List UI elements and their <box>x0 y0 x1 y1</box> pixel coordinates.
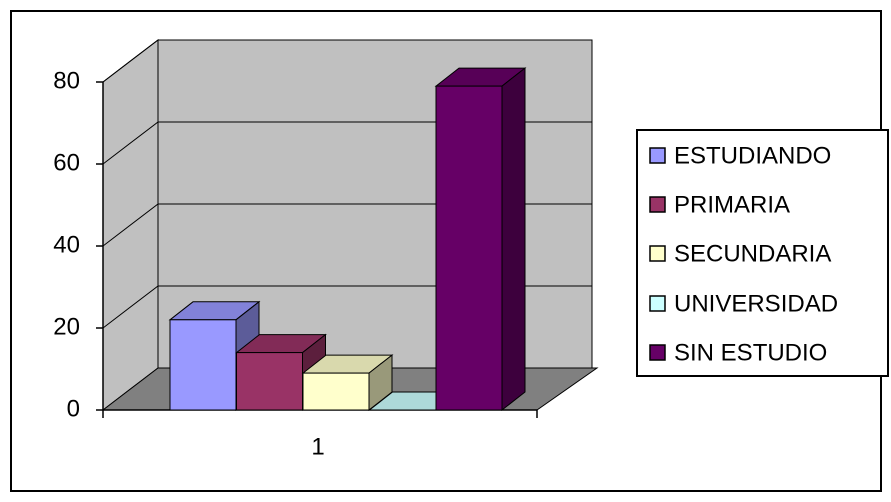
legend: ESTUDIANDO PRIMARIA SECUNDARIA UNIVERSID… <box>636 129 889 377</box>
y-tick-labels: 0 20 40 60 80 <box>53 67 80 422</box>
legend-label-universidad: UNIVERSIDAD <box>674 290 838 317</box>
legend-swatch-secundaria <box>649 245 666 262</box>
bar-secundaria <box>301 354 394 412</box>
legend-swatch-sin-estudio <box>649 344 666 361</box>
bar-front-face <box>435 85 503 411</box>
legend-swatch-primaria <box>649 196 666 213</box>
legend-label-estudiando: ESTUDIANDO <box>674 142 831 169</box>
bar-sin-estudio <box>434 67 527 412</box>
legend-label-primaria: PRIMARIA <box>674 191 790 218</box>
legend-swatch-universidad <box>649 295 666 312</box>
legend-label-secundaria: SECUNDARIA <box>674 240 831 267</box>
legend-swatch-estudiando <box>649 147 666 164</box>
bar-front-face <box>169 319 237 411</box>
legend-label-sin-estudio: SIN ESTUDIO <box>674 339 827 366</box>
legend-box <box>636 129 889 377</box>
x-category-label: 1 <box>311 433 324 460</box>
y-tick-label-20: 20 <box>53 313 80 340</box>
y-tick-label-80: 80 <box>53 67 80 94</box>
y-tick-label-40: 40 <box>53 231 80 258</box>
bar-front-face <box>302 372 370 411</box>
bar-front-face <box>236 352 303 411</box>
y-tick-label-0: 0 <box>67 395 80 422</box>
gridline-80 <box>102 39 592 83</box>
y-tick-label-60: 60 <box>53 149 80 176</box>
bars <box>168 67 527 412</box>
bar-side-face <box>501 67 526 412</box>
